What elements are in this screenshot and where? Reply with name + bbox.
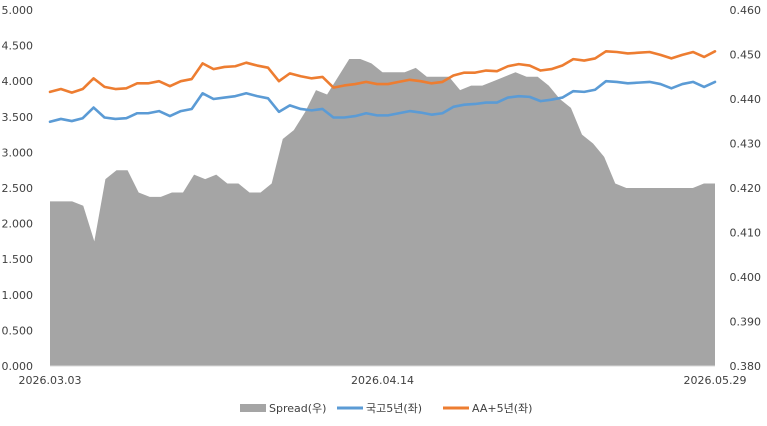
x-tick-label: 2026.05.29 — [684, 374, 747, 387]
legend-item-1: 국고5년(좌) — [337, 402, 422, 415]
legend-label: 국고5년(좌) — [366, 402, 422, 415]
legend-item-0: Spread(우) — [240, 402, 326, 415]
series-line-layer — [48, 50, 717, 124]
spread-area-layer — [50, 58, 715, 366]
y-left-tick-label: 2.500 — [2, 182, 34, 195]
x-axis-ticks: 2026.03.03 2026.04.14 2026.05.29 — [19, 374, 747, 387]
y-axis-right-ticks: 0.380 0.390 0.400 0.410 0.420 0.430 0.440 0.450… — [730, 4, 762, 373]
y-left-tick-label: 0.000 — [2, 360, 34, 373]
legend-label: Spread(우) — [269, 402, 326, 415]
y-right-tick-label: 0.380 — [730, 360, 762, 373]
legend-label: AA+5년(좌) — [472, 402, 532, 415]
y-right-tick-label: 0.450 — [730, 49, 762, 62]
y-right-tick-label: 0.440 — [730, 93, 762, 106]
y-right-tick-label: 0.420 — [730, 182, 762, 195]
y-left-tick-label: 3.000 — [2, 146, 34, 159]
legend: Spread(우) 국고5년(좌) AA+5년(좌) — [240, 402, 532, 415]
y-left-tick-label: 1.000 — [2, 289, 34, 302]
y-axis-left-ticks: 0.000 0.500 1.000 1.500 2.000 2.500 3.000 3.500… — [2, 4, 34, 373]
x-tick-label: 2026.03.03 — [19, 374, 82, 387]
series-1-line — [48, 79, 717, 124]
y-left-tick-label: 5.000 — [2, 4, 34, 17]
y-left-tick-label: 4.000 — [2, 75, 34, 88]
x-tick-label: 2026.04.14 — [351, 374, 414, 387]
y-left-tick-label: 1.500 — [2, 253, 34, 266]
y-left-tick-label: 3.500 — [2, 111, 34, 124]
series-0-area — [50, 58, 715, 366]
y-left-tick-label: 0.500 — [2, 324, 34, 337]
legend-item-2: AA+5년(좌) — [443, 402, 532, 415]
y-left-tick-label: 2.000 — [2, 218, 34, 231]
y-right-tick-label: 0.410 — [730, 227, 762, 240]
y-right-tick-label: 0.460 — [730, 4, 762, 17]
y-left-tick-label: 4.500 — [2, 40, 34, 53]
legend-swatch — [240, 404, 266, 412]
series-2-line — [48, 50, 717, 94]
y-right-tick-label: 0.430 — [730, 138, 762, 151]
y-right-tick-label: 0.400 — [730, 271, 762, 284]
y-right-tick-label: 0.390 — [730, 316, 762, 329]
